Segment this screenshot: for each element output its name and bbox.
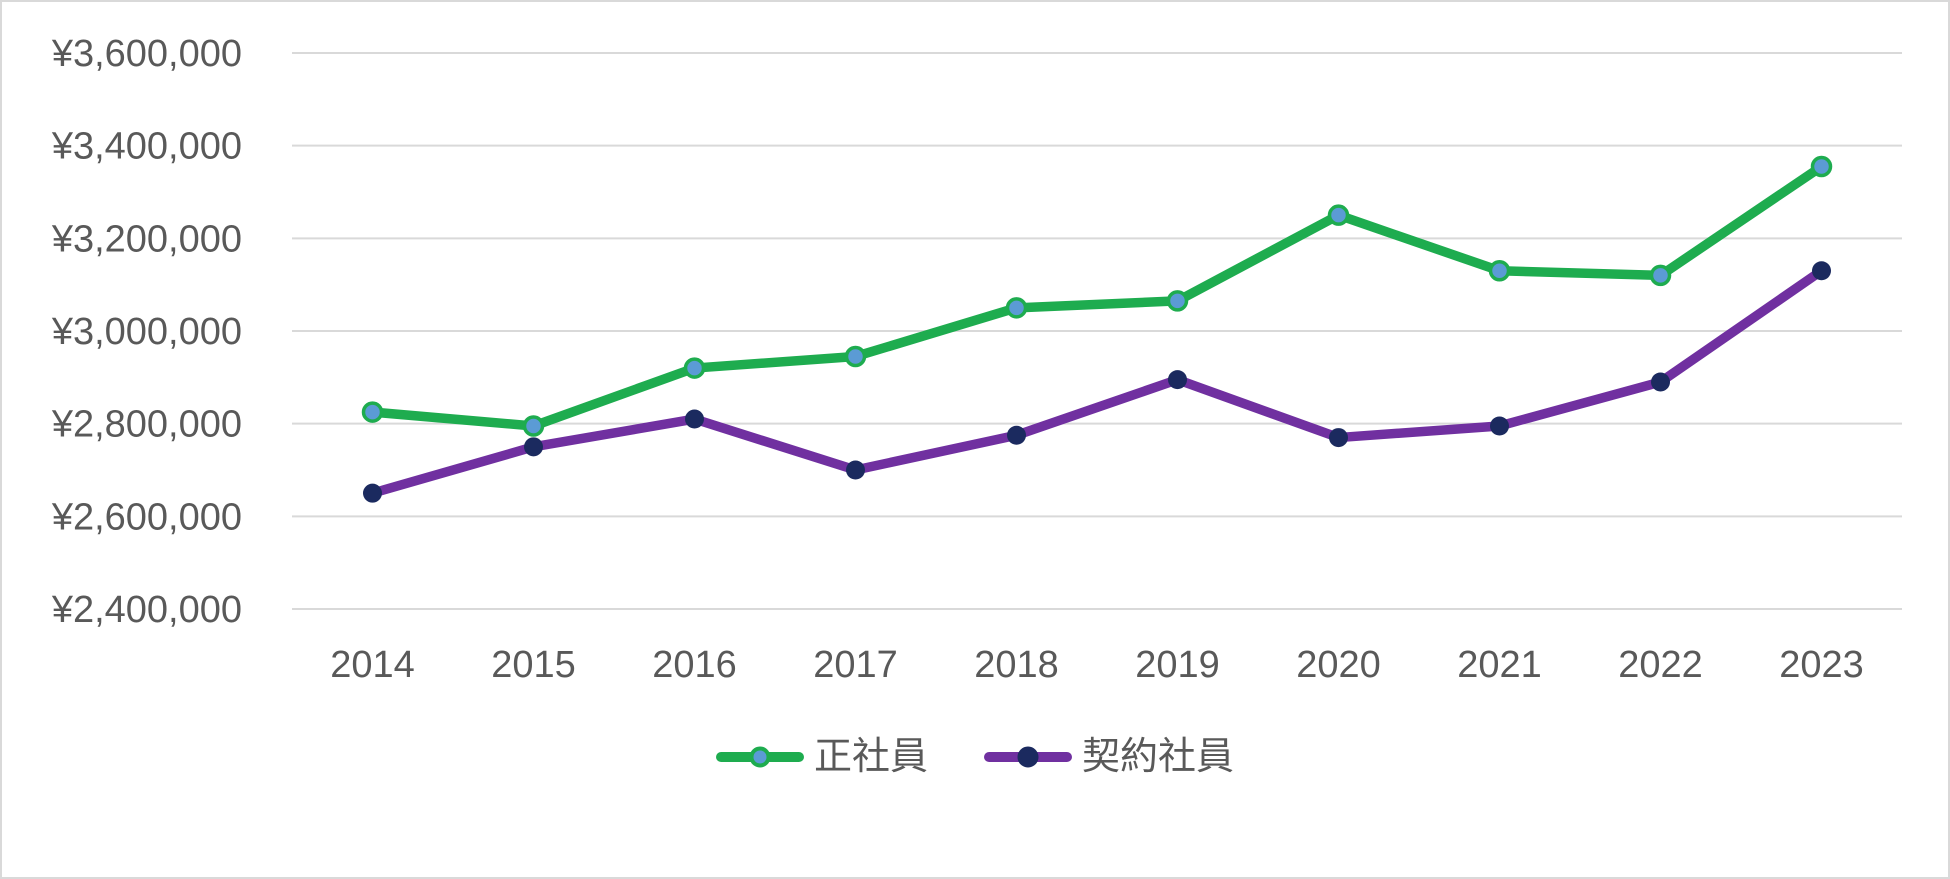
x-axis-label: 2022 bbox=[1618, 644, 1703, 686]
series-line-0 bbox=[367, 161, 1827, 431]
x-axis-label: 2023 bbox=[1779, 644, 1864, 686]
data-point-marker-1 bbox=[524, 437, 543, 457]
data-point-marker-1 bbox=[1168, 370, 1187, 390]
data-point-marker-1 bbox=[1651, 372, 1670, 392]
legend-marker-icon bbox=[1017, 746, 1039, 768]
data-point-marker-1 bbox=[846, 460, 865, 480]
data-point-marker-1 bbox=[1007, 425, 1026, 445]
y-axis-label: ¥3,400,000 bbox=[51, 126, 242, 168]
data-point-marker-0 bbox=[361, 401, 384, 423]
legend-item-full-time-employee: 正社員 bbox=[715, 736, 928, 778]
data-point-marker-1 bbox=[1812, 261, 1831, 281]
y-axis-label: ¥3,600,000 bbox=[51, 33, 242, 75]
data-point-marker-0 bbox=[844, 345, 867, 368]
y-axis-label: ¥2,800,000 bbox=[51, 404, 242, 446]
data-point-marker-0 bbox=[1327, 204, 1350, 226]
x-axis-label: 2019 bbox=[1135, 644, 1220, 686]
legend-swatch-contract-employee bbox=[984, 745, 1072, 769]
series-line-1 bbox=[367, 266, 1827, 498]
data-point-marker-0 bbox=[1488, 260, 1511, 282]
x-axis-label: 2015 bbox=[491, 644, 576, 686]
x-axis-label: 2020 bbox=[1296, 644, 1381, 686]
data-point-marker-0 bbox=[522, 415, 545, 437]
x-axis-label: 2014 bbox=[330, 644, 415, 686]
data-point-marker-0 bbox=[1810, 155, 1833, 178]
data-point-marker-1 bbox=[685, 409, 704, 429]
x-axis-label: 2021 bbox=[1457, 644, 1542, 686]
legend-label-full-time-employee: 正社員 bbox=[813, 736, 928, 778]
data-point-marker-0 bbox=[1649, 264, 1672, 287]
y-axis-label: ¥3,000,000 bbox=[51, 311, 242, 353]
data-point-marker-0 bbox=[1005, 297, 1028, 319]
legend-marker-icon bbox=[749, 746, 771, 768]
legend-label-contract-employee: 契約社員 bbox=[1082, 736, 1235, 778]
legend-swatch-full-time-employee bbox=[715, 745, 804, 769]
data-point-marker-1 bbox=[1329, 428, 1348, 448]
data-point-marker-1 bbox=[363, 483, 382, 503]
data-point-marker-0 bbox=[683, 357, 706, 379]
legend-item-contract-employee: 契約社員 bbox=[984, 738, 1234, 776]
y-axis-label: ¥2,600,000 bbox=[51, 496, 242, 538]
y-axis-label: ¥2,400,000 bbox=[51, 589, 242, 631]
data-point-marker-0 bbox=[1166, 290, 1189, 312]
x-axis-label: 2017 bbox=[813, 644, 898, 686]
x-axis-label: 2018 bbox=[974, 644, 1059, 686]
y-axis-label: ¥3,200,000 bbox=[51, 218, 242, 260]
x-axis-label: 2016 bbox=[652, 644, 737, 686]
data-point-marker-1 bbox=[1490, 416, 1509, 436]
chart-legend: 正社員 契約社員 bbox=[2, 734, 1948, 780]
